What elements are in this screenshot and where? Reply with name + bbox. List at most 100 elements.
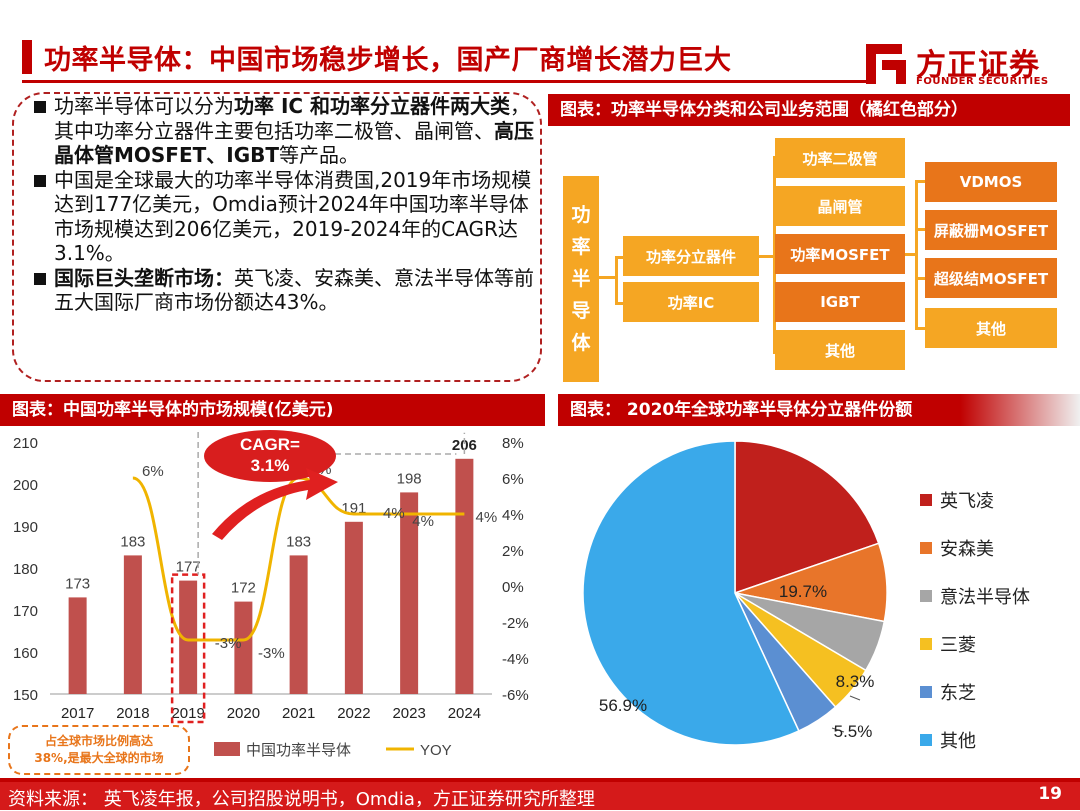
pie-slice-其他: [582, 440, 800, 746]
y2-tick-label: -6%: [502, 687, 529, 704]
bullet-text: 功率 IC 和功率分立器件两大类: [234, 94, 511, 118]
y2-tick-label: 0%: [502, 579, 524, 596]
market-size-chart-header: 图表：中国功率半导体的市场规模(亿美元): [0, 394, 545, 426]
title-divider: [22, 80, 867, 83]
bullet-text: 等产品。: [279, 143, 360, 167]
bullet-text: 英飞凌、安森美、意法半导体等前五大国际厂商市场份额达43%。: [54, 265, 534, 315]
legend-swatch: [920, 542, 932, 554]
leader-line: [831, 727, 845, 733]
y2-tick-label: 4%: [502, 507, 524, 524]
y-tick-label: 190: [13, 519, 38, 536]
bar-2021: [289, 555, 308, 694]
legend-swatch: [920, 590, 932, 602]
root-char: 半: [571, 268, 591, 290]
node-vdmos: VDMOS: [925, 162, 1057, 202]
bullet-text: 国际巨头垄断市场：: [54, 265, 234, 290]
tree-connector: [615, 302, 625, 305]
bullet-frame: [12, 92, 542, 382]
tree-connector: [599, 276, 617, 279]
y2-tick-label: 2%: [502, 543, 524, 560]
legend-label: 安森美: [940, 539, 994, 559]
root-char: 功: [571, 204, 591, 226]
legend-label: 意法半导体: [940, 587, 1030, 607]
node-diode: 功率二极管: [775, 138, 905, 178]
legend-label: 三菱: [940, 635, 976, 655]
y2-tick-label: 8%: [502, 435, 524, 452]
bullet-item: 国际巨头垄断市场：英飞凌、安森美、意法半导体等前五大国际厂商市场份额达43%。: [34, 266, 534, 315]
x-tick-label: 2024: [448, 705, 481, 722]
legend-label: 东芝: [940, 683, 976, 703]
classification-tree: 功率半导体 功率分立器件 功率IC 功率二极管 晶闸管 功率MOSFET IGB…: [555, 128, 1075, 388]
bar-2019: [179, 580, 198, 694]
y2-tick-label: -4%: [502, 651, 529, 668]
founder-logo-icon: [866, 44, 906, 84]
tree-root-node: 功率半导体: [563, 176, 599, 382]
yoy-label: 4%: [412, 513, 434, 530]
company-logo: 方正证券 FOUNDER SECURITIES: [862, 40, 1067, 90]
y2-tick-label: -2%: [502, 615, 529, 632]
node-power-ic: 功率IC: [623, 282, 759, 322]
pie-value-label: 56.9%: [599, 696, 647, 715]
y-tick-label: 180: [13, 561, 38, 578]
tree-connector: [905, 253, 917, 256]
logo-text-en: FOUNDER SECURITIES: [916, 76, 1049, 87]
bullet-text: ，其中功率分立器件主要包括功率二极管、晶闸管、: [54, 94, 531, 143]
bar-value-label: 206: [452, 437, 477, 454]
title-accent-bar: [22, 40, 32, 74]
bar-value-label: 198: [397, 470, 422, 487]
bullet-item: 功率半导体可以分为功率 IC 和功率分立器件两大类，其中功率分立器件主要包括功率…: [34, 94, 534, 168]
node-other-l3: 其他: [925, 308, 1057, 348]
legend-label: 其他: [940, 731, 976, 751]
bullet-list: 功率半导体可以分为功率 IC 和功率分立器件两大类，其中功率分立器件主要包括功率…: [34, 94, 534, 315]
bar-value-label: 173: [65, 575, 90, 592]
bar-value-label: 177: [176, 559, 201, 576]
yoy-label: -3%: [258, 645, 285, 662]
page-number: 19: [1038, 784, 1062, 804]
cagr-label: CAGR=: [240, 435, 300, 454]
tree-connector: [615, 256, 625, 259]
bullet-text: 高压晶体管MOSFET、IGBT: [54, 118, 534, 168]
source-note: 资料来源： 英飞凌年报，公司招股说明书，Omdia，方正证券研究所整理: [8, 789, 595, 810]
tree-connector: [915, 228, 927, 231]
bullet-item: 中国是全球最大的功率半导体消费国,2019年市场规模达到177亿美元，Omdia…: [34, 168, 534, 266]
legend-swatch: [920, 494, 932, 506]
note-line-2: 38%,是最大全球的市场: [34, 751, 164, 765]
highlight-2019-box: [170, 573, 206, 724]
bar-2023: [400, 492, 419, 694]
bar-2022: [344, 521, 363, 694]
y-tick-label: 150: [13, 687, 38, 704]
legend-label: 英飞凌: [940, 491, 994, 511]
legend-bar-label: 中国功率半导体: [246, 742, 351, 759]
y-tick-label: 200: [13, 477, 38, 494]
global-share-note: 占全球市场比例高达 38%,是最大全球的市场: [8, 725, 190, 775]
market-share-pie-chart: 19.7%8.3%5.5%5.0%4.6%56.9%英飞凌安森美意法半导体三菱东…: [582, 440, 1030, 751]
y-tick-label: 160: [13, 645, 38, 662]
x-tick-label: 2021: [282, 705, 315, 722]
note-line-1: 占全球市场比例高达: [44, 734, 153, 748]
tree-connector: [759, 255, 775, 258]
x-tick-label: 2019: [171, 705, 204, 722]
node-thyristor: 晶闸管: [775, 186, 905, 226]
x-tick-label: 2022: [337, 705, 370, 722]
x-tick-label: 2017: [61, 705, 94, 722]
root-char: 导: [571, 300, 591, 322]
bullet-square-icon: [34, 101, 46, 113]
legend-swatch: [920, 734, 932, 746]
tree-connector: [615, 256, 618, 304]
root-char: 体: [571, 332, 591, 354]
footer-bar: [0, 782, 1080, 810]
page-title: 功率半导体：中国市场稳步增长，国产厂商增长潜力巨大: [44, 45, 732, 76]
node-igbt: IGBT: [775, 282, 905, 322]
bar-2017: [68, 597, 87, 694]
node-mosfet: 功率MOSFET: [775, 234, 905, 274]
yoy-label: 4%: [476, 509, 498, 526]
x-tick-label: 2023: [392, 705, 425, 722]
bullet-text: 中国是全球最大的功率半导体消费国,2019年市场规模达到177亿美元，Omdia…: [54, 167, 532, 266]
pie-value-label: 5.5%: [834, 722, 873, 741]
bar-2018: [123, 555, 142, 694]
market-size-chart: 150160170180190200210-6%-4%-2%0%2%4%6%8%…: [13, 430, 529, 759]
y2-tick-label: 6%: [502, 471, 524, 488]
y-tick-label: 210: [13, 435, 38, 452]
tree-connector: [915, 277, 927, 280]
cagr-value: 3.1%: [251, 456, 290, 475]
